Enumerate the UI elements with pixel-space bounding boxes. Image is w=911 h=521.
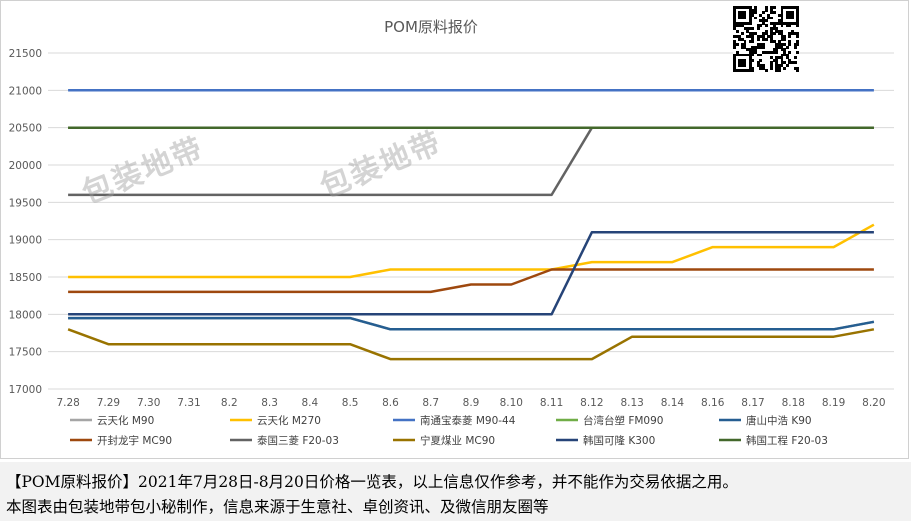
legend-label: 云天化 M270 <box>257 414 321 427</box>
chart-title: POM原料报价 <box>384 18 478 36</box>
legend-label: 韩国工程 F20-03 <box>746 434 828 447</box>
x-tick-label: 8.19 <box>822 397 845 409</box>
y-tick-label: 18000 <box>9 309 42 321</box>
y-tick-label: 19500 <box>9 197 42 209</box>
series-line-4 <box>68 316 875 331</box>
y-tick-label: 21500 <box>9 48 42 60</box>
legend-label: 唐山中浩 K90 <box>746 414 812 427</box>
y-tick-label: 17500 <box>9 347 42 359</box>
series-line-7 <box>67 328 875 361</box>
x-tick-label: 8.11 <box>540 397 563 409</box>
y-tick-label: 19000 <box>9 235 42 247</box>
chart-frame <box>0 0 909 459</box>
x-tick-label: 8.12 <box>580 397 603 409</box>
x-tick-label: 8.4 <box>302 397 319 409</box>
series-line-5 <box>68 268 874 294</box>
y-tick-label: 20500 <box>9 123 42 135</box>
y-tick-label: 17000 <box>9 384 42 396</box>
y-tick-label: 21000 <box>9 85 42 97</box>
x-tick-label: 8.7 <box>422 397 439 409</box>
y-tick-label: 18500 <box>9 272 42 284</box>
x-tick-label: 8.20 <box>862 397 885 409</box>
legend-label: 开封龙宇 MC90 <box>97 434 172 447</box>
x-tick-label: 7.29 <box>97 397 120 409</box>
line-chart: POM原料报价 17000 17500 18000 18500 19000 19500 200… <box>9 18 894 447</box>
series-line-0 <box>68 316 875 331</box>
legend-label: 台湾台塑 FM090 <box>583 414 663 427</box>
caption-line-2: 本图表由包装地带包小秘制作，信息来源于生意社、卓创资讯、及微信朋友圈等 <box>6 498 549 516</box>
series-line-6 <box>68 126 874 197</box>
x-tick-label: 8.9 <box>463 397 480 409</box>
x-tick-label: 8.13 <box>620 397 643 409</box>
legend-label: 云天化 M90 <box>97 414 154 427</box>
caption-box: 【POM原料报价】2021年7月28日-8月20日价格一览表，以上信息仅作参考，… <box>0 462 911 521</box>
x-tick-label: 8.2 <box>221 397 238 409</box>
x-tick-label: 8.10 <box>500 397 523 409</box>
x-tick-label: 7.28 <box>56 397 79 409</box>
legend-label: 泰国三菱 F20-03 <box>257 434 339 447</box>
x-tick-label: 8.6 <box>382 397 399 409</box>
legend-label: 南通宝泰菱 M90-44 <box>420 414 516 427</box>
qr-code <box>733 6 800 73</box>
caption-line-1: 【POM原料报价】2021年7月28日-8月20日价格一览表，以上信息仅作参考，… <box>6 473 738 491</box>
x-tick-label: 8.17 <box>741 397 764 409</box>
legend-label: 韩国可隆 K300 <box>583 434 655 447</box>
y-tick-label: 20000 <box>9 160 42 172</box>
legend-label: 宁夏煤业 MC90 <box>420 434 495 447</box>
x-tick-label: 8.16 <box>701 397 725 409</box>
x-tick-label: 8.3 <box>261 397 278 409</box>
x-tick-label: 8.5 <box>342 397 359 409</box>
x-tick-label: 8.14 <box>661 397 685 409</box>
x-tick-label: 7.31 <box>177 397 200 409</box>
series-line-8 <box>68 230 874 316</box>
series-line-1 <box>68 223 875 279</box>
x-tick-label: 8.18 <box>782 397 805 409</box>
x-tick-label: 7.30 <box>137 397 160 409</box>
